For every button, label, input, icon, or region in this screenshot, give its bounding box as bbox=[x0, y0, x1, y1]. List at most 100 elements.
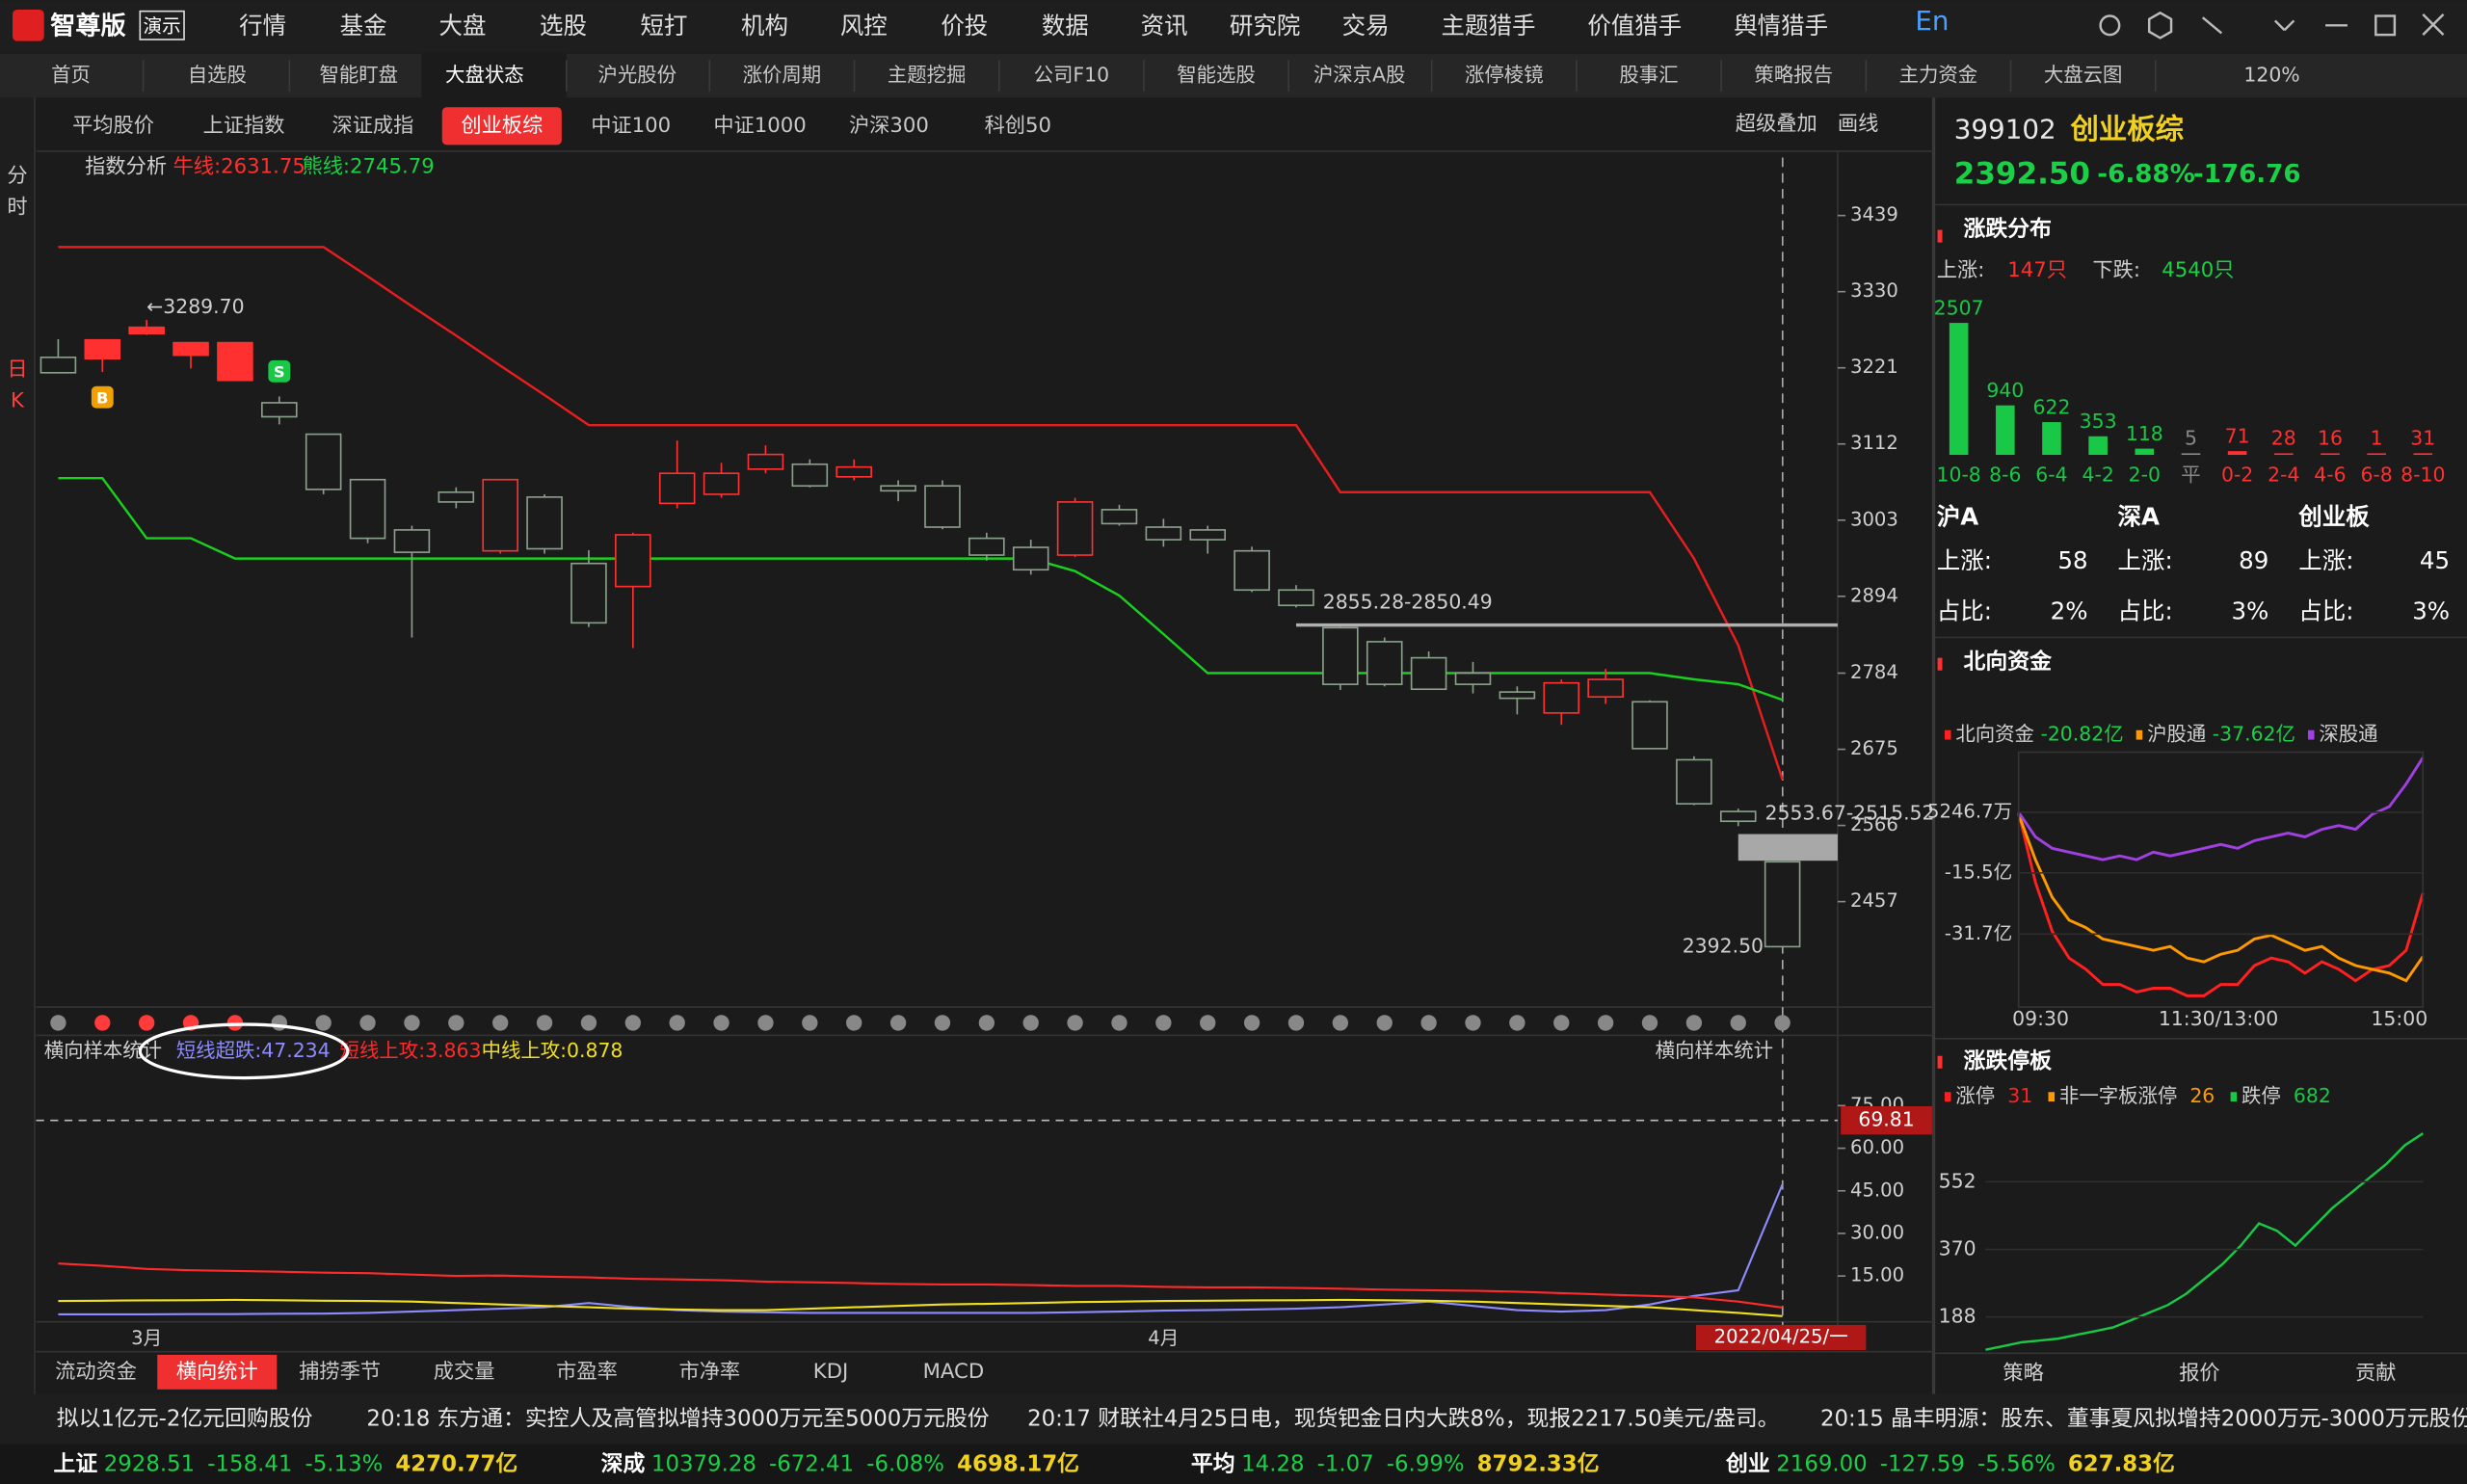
indicator-line bbox=[58, 1298, 1783, 1317]
right-tab[interactable]: 策略 bbox=[2003, 1362, 2043, 1386]
tool[interactable]: 超级叠加 bbox=[1736, 112, 1817, 136]
candle-body bbox=[1499, 691, 1536, 700]
menu-item[interactable]: 主题猎手 bbox=[1442, 12, 1536, 40]
flow-line bbox=[2017, 756, 2425, 861]
active-tab bbox=[421, 53, 567, 98]
index-tab[interactable]: 平均股价 bbox=[72, 114, 154, 138]
index-name: 创业 bbox=[1725, 1452, 1770, 1477]
legend-swatch bbox=[1944, 1092, 1951, 1102]
signal-dot bbox=[536, 1015, 553, 1031]
news-item[interactable]: 20:15 晶丰明源：股东、董事夏风拟增持2000万元-3000万元股份 bbox=[1820, 1406, 2467, 1431]
bear-label: 熊线:2745.79 bbox=[302, 154, 434, 178]
bottom-tab[interactable]: 捕捞季节 bbox=[299, 1360, 381, 1384]
menu-item[interactable]: 选股 bbox=[540, 12, 587, 40]
bottom-tab[interactable]: 横向统计 bbox=[176, 1360, 258, 1384]
tab[interactable]: 智能盯盘 bbox=[319, 64, 398, 87]
menu-item[interactable]: 价值猎手 bbox=[1587, 12, 1682, 40]
tab[interactable]: 智能选股 bbox=[1177, 64, 1256, 87]
tab[interactable]: 大盘云图 bbox=[2044, 64, 2123, 87]
logo-icon bbox=[13, 10, 44, 41]
active-bottom-tab[interactable] bbox=[157, 1354, 278, 1390]
menu-item[interactable]: 数据 bbox=[1042, 12, 1089, 40]
tab[interactable]: 公司F10 bbox=[1034, 64, 1109, 87]
index-tab[interactable]: 科创50 bbox=[985, 114, 1051, 138]
y-tick-label: -15.5亿 bbox=[1945, 861, 2012, 883]
y-tick-label: 370 bbox=[1939, 1237, 1976, 1260]
tab[interactable]: 涨停棱镜 bbox=[1465, 64, 1544, 87]
tab[interactable]: 策略报告 bbox=[1754, 64, 1833, 87]
tab[interactable]: 主力资金 bbox=[1899, 64, 1978, 87]
market-name: 深A bbox=[2118, 502, 2160, 530]
bar bbox=[2227, 451, 2247, 456]
index-price: 2928.51 bbox=[104, 1452, 195, 1477]
signal-dot bbox=[846, 1015, 862, 1031]
x-tick-label: 09:30 bbox=[2012, 1007, 2069, 1030]
menu-item[interactable]: 研究院 bbox=[1230, 12, 1300, 40]
signal-dot bbox=[1553, 1015, 1570, 1031]
side-tab[interactable]: K bbox=[11, 389, 25, 413]
active-subtab[interactable] bbox=[441, 107, 562, 146]
right-tab[interactable]: 报价 bbox=[2179, 1362, 2219, 1386]
menu-item[interactable]: 机构 bbox=[741, 12, 788, 40]
tab[interactable]: 涨价周期 bbox=[743, 64, 822, 87]
side-tab[interactable]: 日 bbox=[7, 358, 27, 382]
legend-entry: 中线上攻:0.878 bbox=[482, 1039, 623, 1062]
index-tab[interactable]: 中证100 bbox=[591, 114, 671, 138]
lang-toggle[interactable]: En bbox=[1915, 5, 1949, 37]
bottom-tab[interactable]: 成交量 bbox=[434, 1360, 495, 1384]
menu-item[interactable]: 舆情猎手 bbox=[1734, 12, 1828, 40]
menu-item[interactable]: 基金 bbox=[340, 12, 387, 40]
menu-item[interactable]: 行情 bbox=[239, 12, 286, 40]
badge-box bbox=[139, 10, 185, 40]
menu-item[interactable]: 短打 bbox=[641, 12, 688, 40]
tab[interactable]: 首页 bbox=[51, 64, 91, 87]
tab[interactable]: 主题挖掘 bbox=[888, 64, 967, 87]
menu-item[interactable]: 风控 bbox=[840, 12, 888, 40]
tab[interactable]: 大盘状态 bbox=[445, 64, 524, 87]
signal-dot bbox=[1067, 1015, 1083, 1031]
tab[interactable]: 沪光股份 bbox=[597, 64, 676, 87]
bottom-tab[interactable]: 市净率 bbox=[678, 1360, 740, 1384]
bottom-tab[interactable]: 市盈率 bbox=[556, 1360, 618, 1384]
index-tab[interactable]: 沪深300 bbox=[849, 114, 929, 138]
menu-item[interactable]: 价投 bbox=[941, 12, 988, 40]
candle-body bbox=[1454, 672, 1492, 685]
y-tick-label: 3003 bbox=[1850, 508, 1898, 530]
bottom-tab[interactable]: MACD bbox=[923, 1360, 985, 1384]
bottom-tab[interactable]: 流动资金 bbox=[55, 1360, 137, 1384]
zoom[interactable]: 120% bbox=[2243, 64, 2299, 87]
plot-border bbox=[2017, 751, 2425, 1008]
y-tick-label: 188 bbox=[1939, 1305, 1976, 1328]
signal-dot bbox=[757, 1015, 774, 1031]
right-tab[interactable]: 贡献 bbox=[2355, 1362, 2396, 1386]
index-tab[interactable]: 深证成指 bbox=[332, 114, 413, 138]
x-tick-label: 2-4 bbox=[2268, 463, 2299, 486]
y-tick-label: 60.00 bbox=[1850, 1136, 1904, 1158]
tab[interactable]: 自选股 bbox=[188, 64, 247, 87]
signal-dot bbox=[359, 1015, 376, 1031]
limit-line bbox=[1985, 1132, 2424, 1351]
x-tick-label: 4-2 bbox=[2082, 463, 2113, 486]
marker-box bbox=[1841, 1105, 1932, 1135]
menu-item[interactable]: 交易 bbox=[1342, 12, 1390, 40]
news-item[interactable]: 拟以1亿元-2亿元回购股份 bbox=[57, 1406, 313, 1431]
side-tab[interactable]: 分 bbox=[7, 164, 27, 188]
tab[interactable]: 股事汇 bbox=[1619, 64, 1678, 87]
bottom-tab[interactable]: KDJ bbox=[813, 1360, 849, 1384]
side-tab[interactable]: 时 bbox=[7, 196, 27, 220]
candle-body bbox=[1631, 701, 1668, 750]
index-price: 10379.28 bbox=[651, 1452, 756, 1477]
tool[interactable]: 画线 bbox=[1838, 112, 1878, 136]
label: 占比: bbox=[2298, 596, 2353, 624]
price-annotation: 2392.50 bbox=[1683, 934, 1764, 957]
index-tab[interactable]: 上证指数 bbox=[203, 114, 285, 138]
index-tab[interactable]: 创业板综 bbox=[461, 114, 543, 138]
news-item[interactable]: 20:18 东方通：实控人及高管拟增持3000万元至5000万元股份 bbox=[366, 1406, 989, 1431]
candle-body bbox=[217, 341, 253, 382]
news-item[interactable]: 20:17 财联社4月25日电，现货钯金日内大跌8%，现报2217.50美元/盎… bbox=[1027, 1406, 1780, 1431]
menu-item[interactable]: 大盘 bbox=[439, 12, 487, 40]
menu-item[interactable]: 资讯 bbox=[1141, 12, 1188, 40]
tab[interactable]: 沪深京A股 bbox=[1313, 64, 1406, 87]
index-tab[interactable]: 中证1000 bbox=[713, 114, 806, 138]
candle-body bbox=[128, 326, 165, 335]
